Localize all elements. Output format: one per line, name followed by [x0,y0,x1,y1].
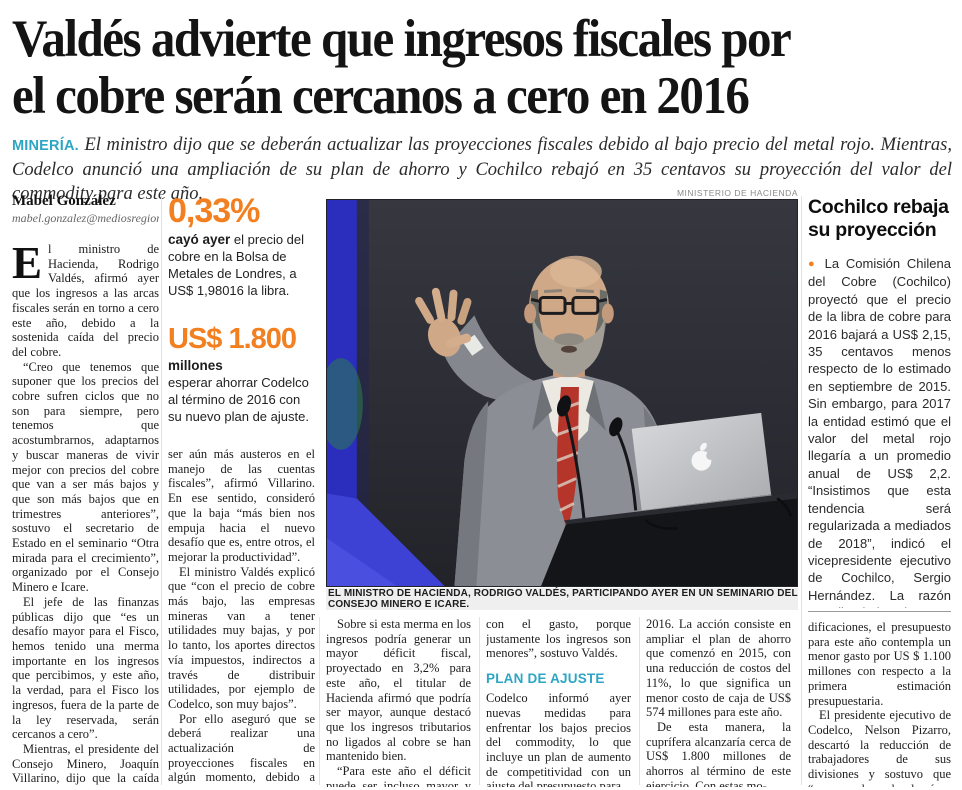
sidebar-cochilco: Cochilco rebaja su proyección ● La Comis… [808,196,951,608]
paragraph: con el gasto, porque justamente los ingr… [486,617,631,661]
article-column-5: 2016. La acción consiste en ampliar el p… [646,617,791,787]
photo-credit: MINISTERIO DE HACIENDA [676,188,798,198]
sidebar-text: La Comisión Chilena del Cobre (Cochilco)… [808,256,951,608]
sidebar-title: Cochilco rebaja su proyección [808,196,949,241]
stat-label: millones [168,358,223,373]
green-stage-light [327,358,363,450]
column-rule [319,617,320,785]
podium-microphones [556,395,638,519]
paragraph: El presidente ejecutivo de Codelco, Nels… [808,708,951,787]
apple-logo [691,442,715,471]
minister-photo [326,199,798,587]
stat-label: cayó ayer [168,232,231,247]
stat-value: 0,33% [168,193,260,230]
paragraph: 2016. La acción consiste en ampliar el p… [646,617,791,720]
section-kicker: MINERÍA. [12,138,79,154]
article-column-6: dificaciones, el presupuesto para este a… [808,620,951,787]
paragraph-text: l ministro de Hacienda, Rodrigo Valdés, … [12,242,159,359]
byline: Mabel González mabel.gonzalez@mediosregi… [12,193,159,226]
paragraph-text: El presidente ejecutivo de Codelco, Nels… [808,708,951,787]
column-rule [639,617,640,785]
paragraph: El ministro Valdés explicó que “con el p… [168,564,315,711]
column-rule [801,196,802,785]
paragraph: “Para este año el déficit puede ser incl… [326,764,471,787]
paragraph: Por ello aseguró que se deberá realizar … [168,711,315,785]
paragraph: Codelco informó ayer nuevas medidas para… [486,691,631,787]
stat-value: US$ 1.800 [168,323,297,355]
bullet-icon: ● [808,258,818,270]
byline-email: mabel.gonzalez@mediosregionales.cl [12,211,159,225]
paragraph: De esta manera, la cuprífera alcanzaría … [646,719,791,787]
paragraph: El jefe de las finanzas públicas dijo qu… [12,594,159,742]
paragraph: “Creo que tenemos que suponer que los pr… [12,359,159,595]
section-subhead: PLAN DE AJUSTE [486,671,605,687]
article-column-3: Sobre si esta merma en los ingresos podr… [326,617,471,787]
column-rule [479,617,480,785]
paragraph: Mientras, el presidente del Consejo Mine… [12,741,159,785]
paragraph: ser aún más austeros en el manejo de las… [168,447,315,564]
photo-caption: EL MINISTRO DE HACIENDA, RODRIGO VALDÉS,… [326,588,798,610]
stat-codelco-savings: US$ 1.800 millones esperar ahorrar Codelc… [168,323,315,425]
byline-author: Mabel González [12,193,116,209]
headline-line-2: el cobre serán cercanos a cero en 2016 [12,66,750,125]
sidebar-divider [808,611,951,612]
paragraph: dificaciones, el presupuesto para este a… [808,620,951,708]
column-rule [161,196,162,785]
headline: Valdés advierte que ingresos fiscales po… [12,8,952,125]
stat-copper-price-drop: 0,33% cayó ayer el precio del cobre en l… [168,193,315,299]
headline-line-1: Valdés advierte que ingresos fiscales po… [12,9,792,68]
deck: MINERÍA. El ministro dijo que se deberán… [12,133,952,206]
article-column-4: con el gasto, porque justamente los ingr… [486,617,631,787]
stat-description: cayó ayer el precio del cobre en la Bols… [168,231,315,299]
sidebar-body: ● La Comisión Chilena del Cobre (Cochilc… [808,255,951,608]
glasses [530,296,608,315]
stat-description: millones esperar ahorrar Codelco al térmi… [168,357,315,425]
article-column-2: 0,33% cayó ayer el precio del cobre en l… [168,193,315,785]
stat-text: esperar ahorrar Codelco al término de 20… [168,375,309,424]
deck-text: El ministro dijo que se deberán actualiz… [12,135,953,204]
drop-cap: E [12,238,43,288]
photo-illustration [327,200,797,586]
stat-text: el precio del cobre en la Bolsa de Metal… [168,232,305,298]
article-column-1: Mabel González mabel.gonzalez@mediosregi… [12,193,159,785]
paragraph: Sobre si esta merma en los ingresos podr… [326,617,471,764]
podium [541,492,797,586]
